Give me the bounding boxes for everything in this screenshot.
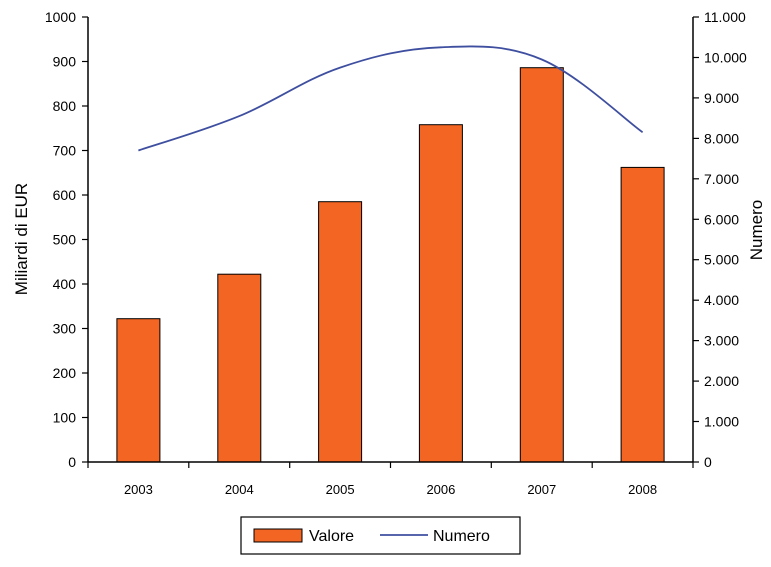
tick-label-left: 100 — [53, 410, 77, 426]
bar-valore-2004 — [218, 274, 261, 462]
tick-label-left: 700 — [53, 143, 77, 159]
bar-valore-2006 — [419, 125, 462, 462]
x-tick-label-2003: 2003 — [124, 482, 153, 497]
chart-legend: Valore Numero — [241, 517, 520, 554]
tick-label-left: 300 — [53, 321, 77, 337]
x-tick-label-2008: 2008 — [628, 482, 657, 497]
x-tick-label-2004: 2004 — [225, 482, 254, 497]
legend-label-valore: Valore — [309, 528, 354, 545]
tick-label-right: 11.000 — [704, 9, 746, 25]
tick-label-right: 2.000 — [704, 373, 739, 389]
y-axis-title-right: Numero — [747, 200, 766, 260]
bar-valore-2003 — [117, 319, 160, 462]
tick-label-left: 900 — [53, 54, 77, 70]
legend-swatch-valore — [254, 529, 302, 542]
tick-label-left: 200 — [53, 365, 77, 381]
tick-label-right: 9.000 — [704, 90, 739, 106]
tick-label-right: 10.000 — [704, 50, 747, 66]
tick-label-right: 0 — [704, 454, 712, 470]
tick-label-right: 8.000 — [704, 130, 739, 146]
bar-valore-2008 — [621, 167, 664, 462]
x-tick-label-2005: 2005 — [326, 482, 355, 497]
line-numero — [138, 46, 642, 150]
x-tick-label-2006: 2006 — [426, 482, 455, 497]
tick-label-left: 0 — [68, 454, 76, 470]
legend-label-numero: Numero — [433, 528, 490, 545]
tick-label-left: 1000 — [45, 9, 76, 25]
y-axis-title-left: Miliardi di EUR — [12, 183, 31, 295]
x-tick-label-2007: 2007 — [527, 482, 556, 497]
tick-label-left: 500 — [53, 232, 77, 248]
tick-label-left: 600 — [53, 187, 77, 203]
bar-valore-2005 — [319, 202, 362, 462]
tick-label-right: 5.000 — [704, 252, 739, 268]
tick-label-right: 7.000 — [704, 171, 739, 187]
tick-label-right: 4.000 — [704, 292, 739, 308]
tick-label-right: 3.000 — [704, 333, 739, 349]
tick-label-right: 6.000 — [704, 211, 739, 227]
bar-valore-2007 — [520, 68, 563, 462]
tick-label-right: 1.000 — [704, 414, 739, 430]
tick-label-left: 800 — [53, 98, 77, 114]
tick-label-left: 400 — [53, 276, 77, 292]
